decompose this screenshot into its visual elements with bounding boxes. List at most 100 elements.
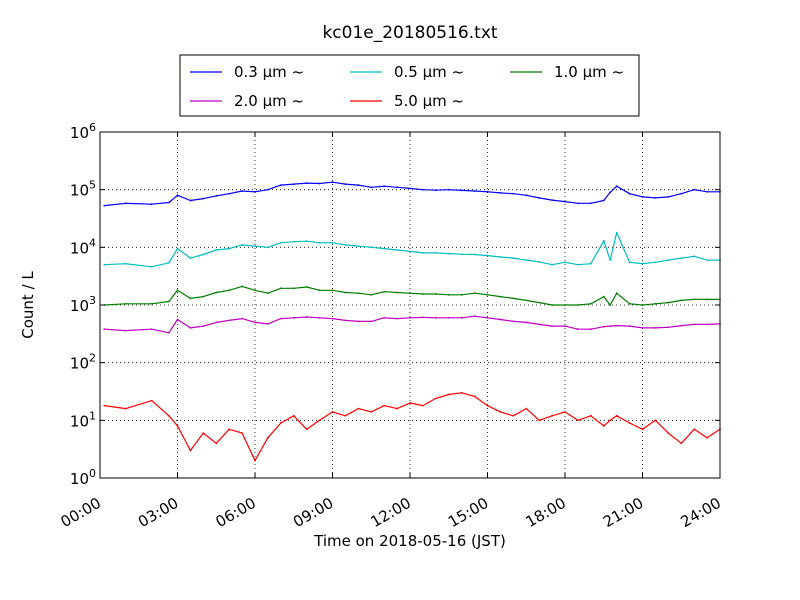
data-point bbox=[267, 292, 269, 295]
data-point bbox=[370, 246, 373, 249]
data-point bbox=[409, 316, 411, 319]
data-point bbox=[589, 202, 592, 205]
data-point bbox=[589, 262, 592, 265]
x-tick-label: 21:00 bbox=[600, 494, 646, 531]
data-point bbox=[176, 247, 179, 250]
data-point bbox=[254, 459, 256, 462]
data-point bbox=[434, 293, 437, 295]
data-point bbox=[215, 249, 218, 251]
data-point bbox=[460, 391, 463, 394]
data-point bbox=[628, 302, 631, 305]
y-tick-label: 104 bbox=[70, 236, 96, 257]
data-point bbox=[693, 255, 696, 258]
data-point bbox=[176, 425, 179, 427]
data-point bbox=[473, 292, 476, 295]
data-point bbox=[460, 253, 463, 256]
series-1 bbox=[103, 181, 721, 207]
data-point bbox=[654, 197, 657, 199]
data-point bbox=[150, 328, 153, 331]
data-point bbox=[609, 325, 612, 327]
legend-entry: 2.0 μm ~ bbox=[190, 92, 304, 110]
data-point bbox=[124, 262, 127, 265]
data-point bbox=[292, 183, 295, 186]
data-point bbox=[202, 197, 205, 200]
data-point bbox=[577, 328, 579, 331]
x-tick-label: 12:00 bbox=[368, 494, 414, 531]
data-point bbox=[124, 407, 127, 410]
data-point bbox=[292, 414, 295, 417]
legend-entry: 5.0 μm ~ bbox=[350, 92, 464, 110]
data-point bbox=[564, 304, 566, 306]
data-point bbox=[189, 297, 192, 300]
data-point bbox=[538, 197, 541, 199]
data-point bbox=[473, 190, 476, 192]
data-point bbox=[486, 293, 489, 296]
data-point bbox=[680, 442, 683, 445]
data-point bbox=[434, 316, 437, 319]
legend: 0.3 μm ~ 0.5 μm ~ 1.0 μm ~ 2.0 μm ~ 5.0 μm ~ bbox=[179, 54, 640, 117]
data-point bbox=[706, 259, 708, 261]
data-point bbox=[667, 326, 670, 329]
data-point bbox=[512, 320, 515, 323]
data-point bbox=[331, 241, 334, 244]
data-point bbox=[564, 325, 566, 327]
data-point bbox=[241, 190, 244, 192]
data-point bbox=[654, 419, 657, 422]
data-point bbox=[357, 184, 360, 187]
series-3 bbox=[103, 285, 721, 306]
data-point bbox=[654, 261, 657, 264]
data-point bbox=[150, 203, 153, 206]
data-point bbox=[383, 316, 386, 319]
data-point bbox=[525, 321, 528, 324]
data-point bbox=[202, 325, 205, 327]
data-point bbox=[473, 253, 476, 256]
data-point bbox=[279, 317, 282, 320]
data-point bbox=[641, 262, 644, 265]
data-point bbox=[228, 192, 231, 195]
y-tick-label: 105 bbox=[70, 179, 96, 200]
data-point bbox=[680, 299, 683, 302]
data-point bbox=[305, 428, 308, 431]
y-tick-label: 101 bbox=[70, 409, 96, 430]
data-point bbox=[202, 432, 205, 434]
data-point bbox=[267, 436, 269, 439]
data-point bbox=[228, 247, 231, 250]
data-point bbox=[486, 190, 489, 193]
y-axis-label: Count / L bbox=[19, 271, 37, 339]
data-point bbox=[292, 316, 295, 319]
data-point bbox=[615, 414, 618, 417]
data-point bbox=[370, 293, 373, 296]
data-point bbox=[318, 241, 321, 244]
data-point bbox=[460, 316, 463, 319]
x-axis-label: Time on 2018-05-16 (JST) bbox=[313, 532, 506, 550]
data-point bbox=[706, 323, 708, 326]
data-point bbox=[693, 428, 696, 431]
data-point bbox=[383, 290, 386, 293]
data-point bbox=[589, 414, 592, 417]
data-point bbox=[331, 289, 334, 292]
data-point bbox=[331, 317, 334, 320]
data-point bbox=[641, 428, 644, 431]
data-point bbox=[279, 422, 282, 424]
series-4 bbox=[103, 315, 721, 334]
y-tick-label: 106 bbox=[70, 121, 96, 142]
data-point bbox=[150, 302, 153, 305]
data-point bbox=[241, 285, 244, 288]
data-point bbox=[176, 318, 179, 321]
data-point bbox=[103, 404, 106, 407]
data-point bbox=[189, 257, 192, 259]
data-point bbox=[344, 414, 347, 417]
chart-title: kc01e_20180516.txt bbox=[322, 23, 497, 43]
legend-label: 0.5 μm ~ bbox=[394, 63, 464, 81]
data-point bbox=[525, 407, 528, 410]
data-point bbox=[628, 422, 631, 424]
data-point bbox=[279, 241, 282, 244]
data-point bbox=[254, 190, 256, 193]
data-point bbox=[538, 301, 541, 304]
data-point bbox=[706, 298, 708, 301]
data-point bbox=[538, 323, 541, 326]
data-point bbox=[305, 316, 308, 318]
data-point bbox=[267, 246, 269, 249]
data-point bbox=[103, 263, 106, 266]
